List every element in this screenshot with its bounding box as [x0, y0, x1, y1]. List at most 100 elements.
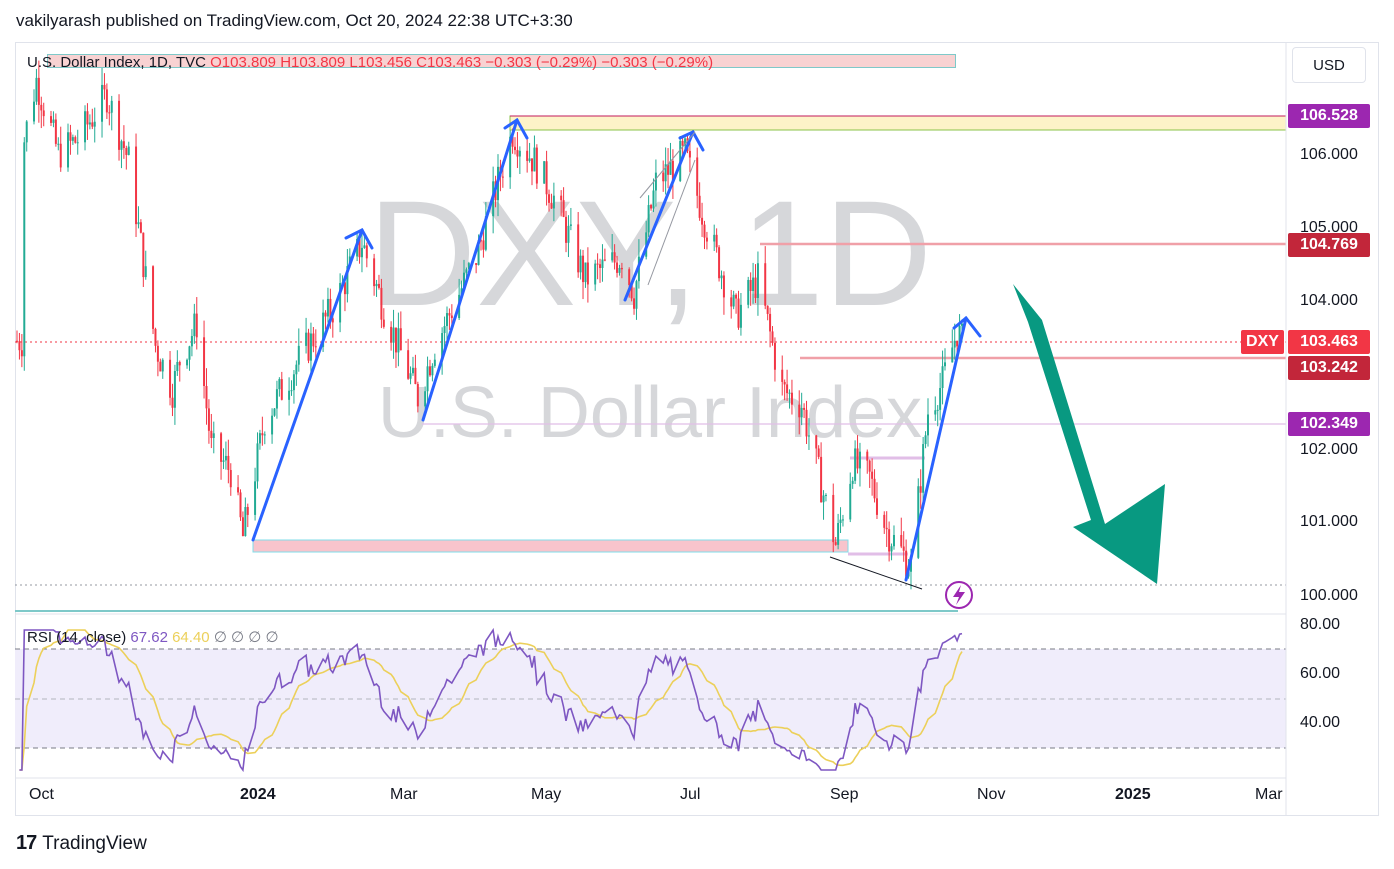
candle-body[interactable] — [956, 340, 959, 347]
trendline-2[interactable] — [421, 118, 519, 422]
candle-body[interactable] — [582, 255, 585, 283]
candle-body[interactable] — [552, 195, 555, 209]
currency-button[interactable]: USD — [1292, 47, 1366, 83]
candle-body[interactable] — [297, 345, 300, 365]
candle-body[interactable] — [601, 259, 604, 268]
candle-body[interactable] — [309, 333, 312, 361]
candle-body[interactable] — [193, 313, 196, 337]
candle-body[interactable] — [229, 470, 232, 488]
candle-body[interactable] — [650, 205, 653, 209]
candle-body[interactable] — [312, 333, 315, 347]
candle-body[interactable] — [805, 409, 808, 437]
candle-body[interactable] — [807, 435, 810, 437]
candle-body[interactable] — [854, 448, 857, 481]
candle-body[interactable] — [560, 195, 563, 201]
candle-body[interactable] — [681, 140, 684, 146]
candle-body[interactable] — [23, 142, 26, 357]
candle-body[interactable] — [390, 326, 393, 343]
candle-body[interactable] — [518, 150, 521, 157]
candle-body[interactable] — [42, 110, 45, 117]
candle-body[interactable] — [169, 359, 172, 398]
candle-body[interactable] — [431, 365, 434, 376]
candle-body[interactable] — [951, 347, 954, 363]
candle-body[interactable] — [188, 346, 191, 360]
candle-body[interactable] — [856, 448, 859, 469]
candle-body[interactable] — [74, 137, 77, 143]
candle-body[interactable] — [769, 313, 772, 332]
candle-body[interactable] — [409, 373, 412, 379]
candle-body[interactable] — [722, 275, 725, 298]
candle-body[interactable] — [460, 288, 463, 295]
candle-body[interactable] — [616, 262, 619, 273]
candle-body[interactable] — [511, 136, 514, 147]
candle-body[interactable] — [815, 435, 818, 449]
candle-body[interactable] — [664, 164, 667, 182]
candle-body[interactable] — [620, 267, 623, 270]
candle-body[interactable] — [535, 147, 538, 184]
candle-body[interactable] — [326, 298, 329, 317]
candle-body[interactable] — [773, 342, 776, 370]
candle-body[interactable] — [411, 367, 414, 374]
candle-body[interactable] — [433, 359, 436, 366]
candle-body[interactable] — [156, 345, 159, 362]
candle-body[interactable] — [603, 259, 606, 261]
ohlc-legend[interactable]: U.S. Dollar Index, 1D, TVC O103.809 H103… — [27, 54, 713, 72]
candle-body[interactable] — [322, 312, 325, 347]
candle-body[interactable] — [919, 486, 922, 493]
candle-body[interactable] — [414, 367, 417, 385]
candle-body[interactable] — [278, 379, 281, 390]
candle-body[interactable] — [273, 408, 276, 416]
candle-body[interactable] — [594, 263, 597, 285]
candle-body[interactable] — [834, 542, 837, 545]
candle-body[interactable] — [662, 172, 665, 182]
candle-body[interactable] — [465, 269, 468, 273]
candle-body[interactable] — [715, 234, 718, 248]
candle-body[interactable] — [339, 283, 342, 323]
candle-body[interactable] — [33, 101, 36, 122]
candle-body[interactable] — [292, 374, 295, 391]
candle-body[interactable] — [101, 84, 104, 122]
candle-body[interactable] — [76, 142, 79, 144]
candle-body[interactable] — [820, 456, 823, 503]
candle-body[interactable] — [105, 89, 108, 113]
candle-body[interactable] — [737, 298, 740, 328]
candle-body[interactable] — [953, 340, 956, 348]
candle-body[interactable] — [611, 252, 614, 261]
candle-body[interactable] — [577, 224, 580, 273]
candle-body[interactable] — [118, 100, 121, 150]
candle-body[interactable] — [246, 507, 249, 515]
candle-body[interactable] — [883, 514, 886, 528]
candle-body[interactable] — [832, 494, 835, 543]
candle-body[interactable] — [212, 433, 215, 439]
candle-body[interactable] — [824, 494, 827, 496]
candle-body[interactable] — [739, 304, 742, 328]
candle-body[interactable] — [579, 255, 582, 273]
rsi-legend[interactable]: RSI (14, close) 67.62 64.40 ∅ ∅ ∅ ∅ — [27, 628, 279, 646]
candle-body[interactable] — [190, 336, 193, 347]
candle-body[interactable] — [696, 157, 699, 196]
candle-body[interactable] — [543, 161, 546, 184]
candle-body[interactable] — [139, 222, 142, 233]
candle-body[interactable] — [59, 143, 62, 168]
candle-body[interactable] — [142, 232, 145, 278]
candle-body[interactable] — [703, 224, 706, 238]
candle-body[interactable] — [275, 389, 278, 409]
candle-body[interactable] — [254, 481, 257, 515]
candle-body[interactable] — [324, 312, 327, 317]
candle-body[interactable] — [137, 222, 140, 225]
candle-body[interactable] — [256, 443, 259, 482]
candle-body[interactable] — [752, 277, 755, 292]
candle-body[interactable] — [961, 323, 963, 326]
candle-body[interactable] — [628, 269, 631, 285]
candle-body[interactable] — [122, 141, 125, 149]
candle-body[interactable] — [450, 315, 453, 319]
candle-body[interactable] — [875, 498, 878, 515]
candle-body[interactable] — [407, 350, 410, 379]
price-tag-103242[interactable]: 103.242 — [1288, 356, 1370, 380]
candle-body[interactable] — [343, 282, 346, 295]
candle-body[interactable] — [900, 534, 903, 547]
price-tag-last[interactable]: 103.463 — [1288, 330, 1370, 354]
candle-body[interactable] — [280, 379, 283, 400]
candle-body[interactable] — [127, 146, 130, 155]
